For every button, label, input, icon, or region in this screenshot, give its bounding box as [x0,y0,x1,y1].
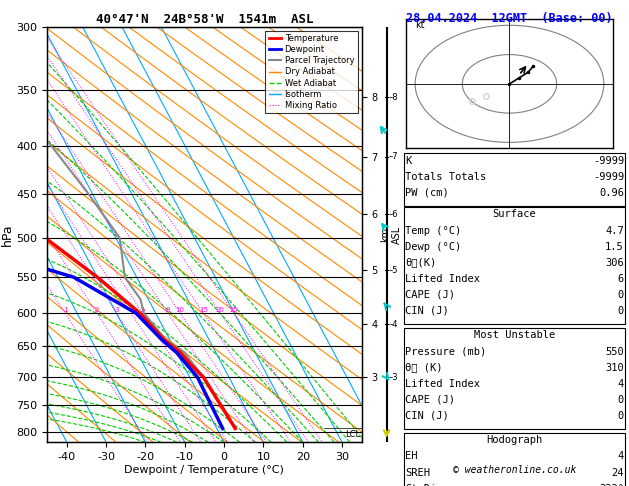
Text: –3: –3 [388,373,398,382]
Text: PW (cm): PW (cm) [405,188,449,198]
Text: –6: –6 [388,209,398,219]
Text: StmDir: StmDir [405,484,443,486]
Y-axis label: hPa: hPa [1,223,14,246]
Title: 40°47'N  24B°58'W  1541m  ASL: 40°47'N 24B°58'W 1541m ASL [96,13,313,26]
Text: –7: –7 [388,152,398,161]
Text: 4: 4 [618,379,624,389]
Text: 10: 10 [175,307,185,313]
Text: 28.04.2024  12GMT  (Base: 00): 28.04.2024 12GMT (Base: 00) [406,12,612,25]
Text: SREH: SREH [405,468,430,478]
Text: 310: 310 [605,363,624,373]
Y-axis label: km
ASL: km ASL [381,226,402,243]
Text: CIN (J): CIN (J) [405,306,449,316]
Text: CAPE (J): CAPE (J) [405,395,455,405]
Text: 24: 24 [611,468,624,478]
Text: 0: 0 [618,395,624,405]
Text: Totals Totals: Totals Totals [405,172,486,182]
Text: –5: –5 [388,266,398,275]
Text: © weatheronline.co.uk: © weatheronline.co.uk [453,465,576,475]
Text: 0: 0 [618,306,624,316]
Text: Lifted Index: Lifted Index [405,274,480,284]
Text: EH: EH [405,451,418,462]
Text: –8: –8 [388,93,398,102]
Legend: Temperature, Dewpoint, Parcel Trajectory, Dry Adiabat, Wet Adiabat, Isotherm, Mi: Temperature, Dewpoint, Parcel Trajectory… [265,31,357,113]
Text: 550: 550 [605,347,624,357]
Text: CAPE (J): CAPE (J) [405,290,455,300]
Text: K: K [405,156,411,166]
Text: 1: 1 [63,307,67,313]
Text: 0: 0 [618,411,624,421]
Text: 306: 306 [605,258,624,268]
Text: CIN (J): CIN (J) [405,411,449,421]
Text: Dewp (°C): Dewp (°C) [405,242,461,252]
Text: 4.7: 4.7 [605,226,624,236]
Text: 2: 2 [95,307,99,313]
Text: -9999: -9999 [593,156,624,166]
Text: 333°: 333° [599,484,624,486]
Text: Hodograph: Hodograph [486,435,543,446]
Text: θᴇ (K): θᴇ (K) [405,363,443,373]
Text: 1.5: 1.5 [605,242,624,252]
Text: Lifted Index: Lifted Index [405,379,480,389]
Text: Pressure (mb): Pressure (mb) [405,347,486,357]
Text: Most Unstable: Most Unstable [474,330,555,341]
X-axis label: Dewpoint / Temperature (°C): Dewpoint / Temperature (°C) [125,465,284,475]
Text: 5: 5 [140,307,145,313]
Text: Surface: Surface [493,209,537,220]
Text: –4: –4 [388,320,398,329]
Text: 6: 6 [618,274,624,284]
Text: 15: 15 [199,307,208,313]
Text: 0.96: 0.96 [599,188,624,198]
Text: 0: 0 [618,290,624,300]
Text: 4: 4 [618,451,624,462]
Text: Temp (°C): Temp (°C) [405,226,461,236]
Text: -9999: -9999 [593,172,624,182]
Text: 3: 3 [114,307,119,313]
Text: 8: 8 [165,307,170,313]
Text: θᴇ(K): θᴇ(K) [405,258,437,268]
Text: 25: 25 [230,307,238,313]
Text: LCL: LCL [345,430,360,439]
Text: 20: 20 [216,307,225,313]
Text: 4: 4 [129,307,133,313]
Text: kt: kt [415,20,425,30]
